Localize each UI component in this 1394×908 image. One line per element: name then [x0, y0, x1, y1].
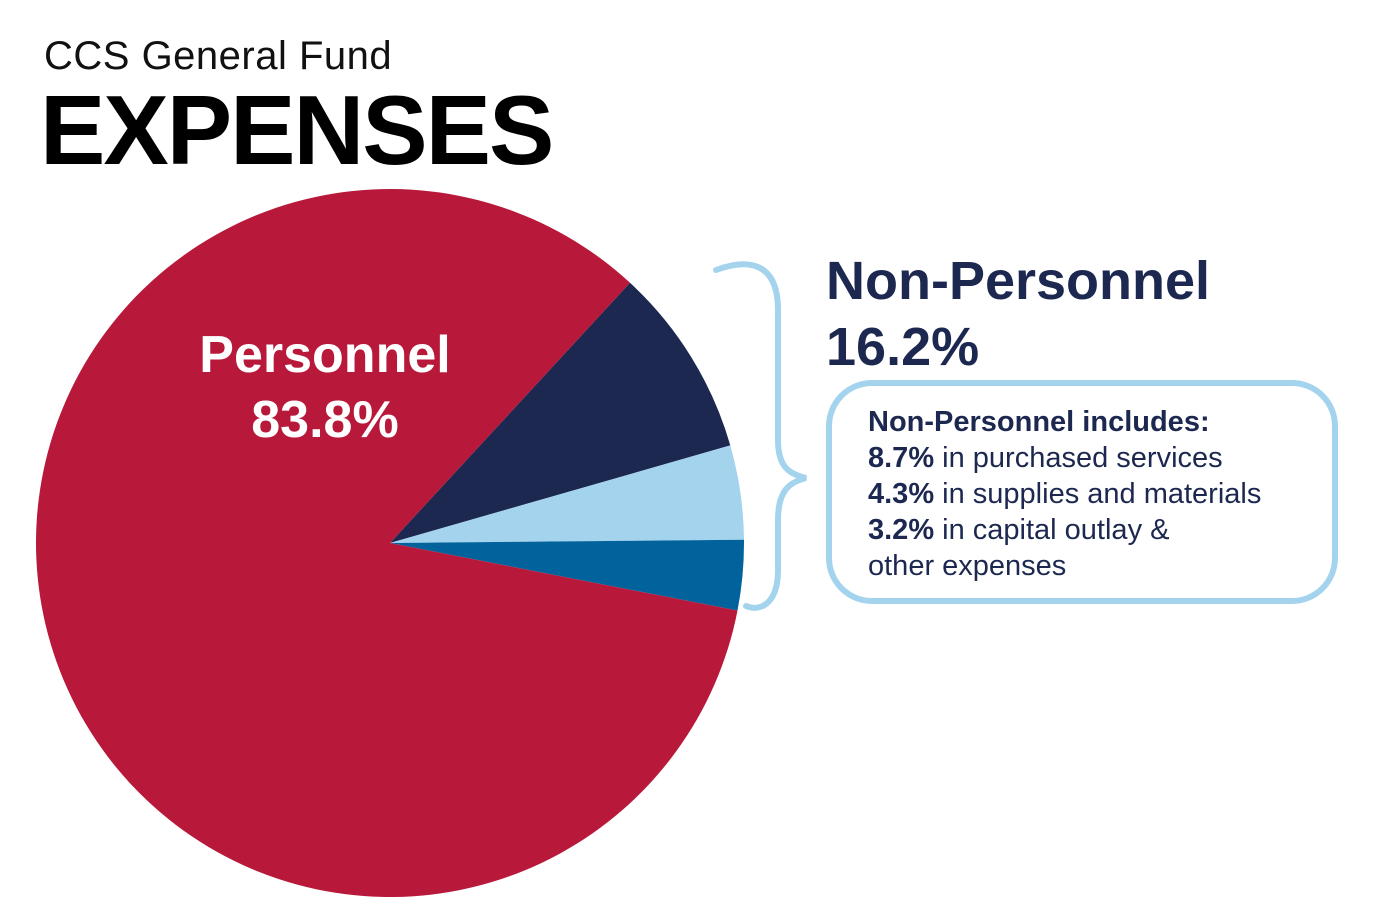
slice-purchased-services	[390, 282, 731, 543]
non-personnel-breakdown-box	[826, 380, 1338, 604]
non-personnel-breakdown-text: Non-Personnel includes: 8.7% in purchase…	[868, 404, 1261, 584]
chart-subtitle: CCS General Fund	[44, 34, 393, 78]
slice-personnel	[36, 189, 738, 898]
breakdown-item-pct: 3.2%	[868, 514, 935, 546]
breakdown-item: 3.2% in capital outlay &	[868, 512, 1261, 548]
breakdown-item-text: in purchased services	[934, 442, 1223, 474]
slice-capital-outlay	[390, 539, 745, 611]
slice-label-personnel: Personnel	[199, 326, 450, 384]
slice-supplies-materials	[390, 445, 744, 543]
breakdown-item-text: in supplies and materials	[934, 478, 1262, 510]
slice-value-personnel: 83.8%	[251, 391, 398, 449]
breakdown-item: 4.3% in supplies and materials	[868, 476, 1261, 512]
non-personnel-heading: Non-Personnel 16.2%	[826, 248, 1210, 380]
non-personnel-brace	[713, 261, 807, 611]
chart-title: EXPENSES	[40, 75, 554, 185]
breakdown-item-pct: 8.7%	[868, 442, 935, 474]
breakdown-item-pct: 4.3%	[868, 478, 935, 510]
breakdown-item-continuation: other expenses	[868, 550, 1067, 582]
breakdown-item-text: in capital outlay &	[934, 514, 1170, 546]
non-personnel-label: Non-Personnel	[826, 251, 1211, 311]
breakdown-title: Non-Personnel includes:	[868, 406, 1210, 438]
non-personnel-percent: 16.2%	[826, 317, 980, 377]
breakdown-item: 8.7% in purchased services	[868, 440, 1261, 476]
pie-slices	[36, 189, 745, 898]
